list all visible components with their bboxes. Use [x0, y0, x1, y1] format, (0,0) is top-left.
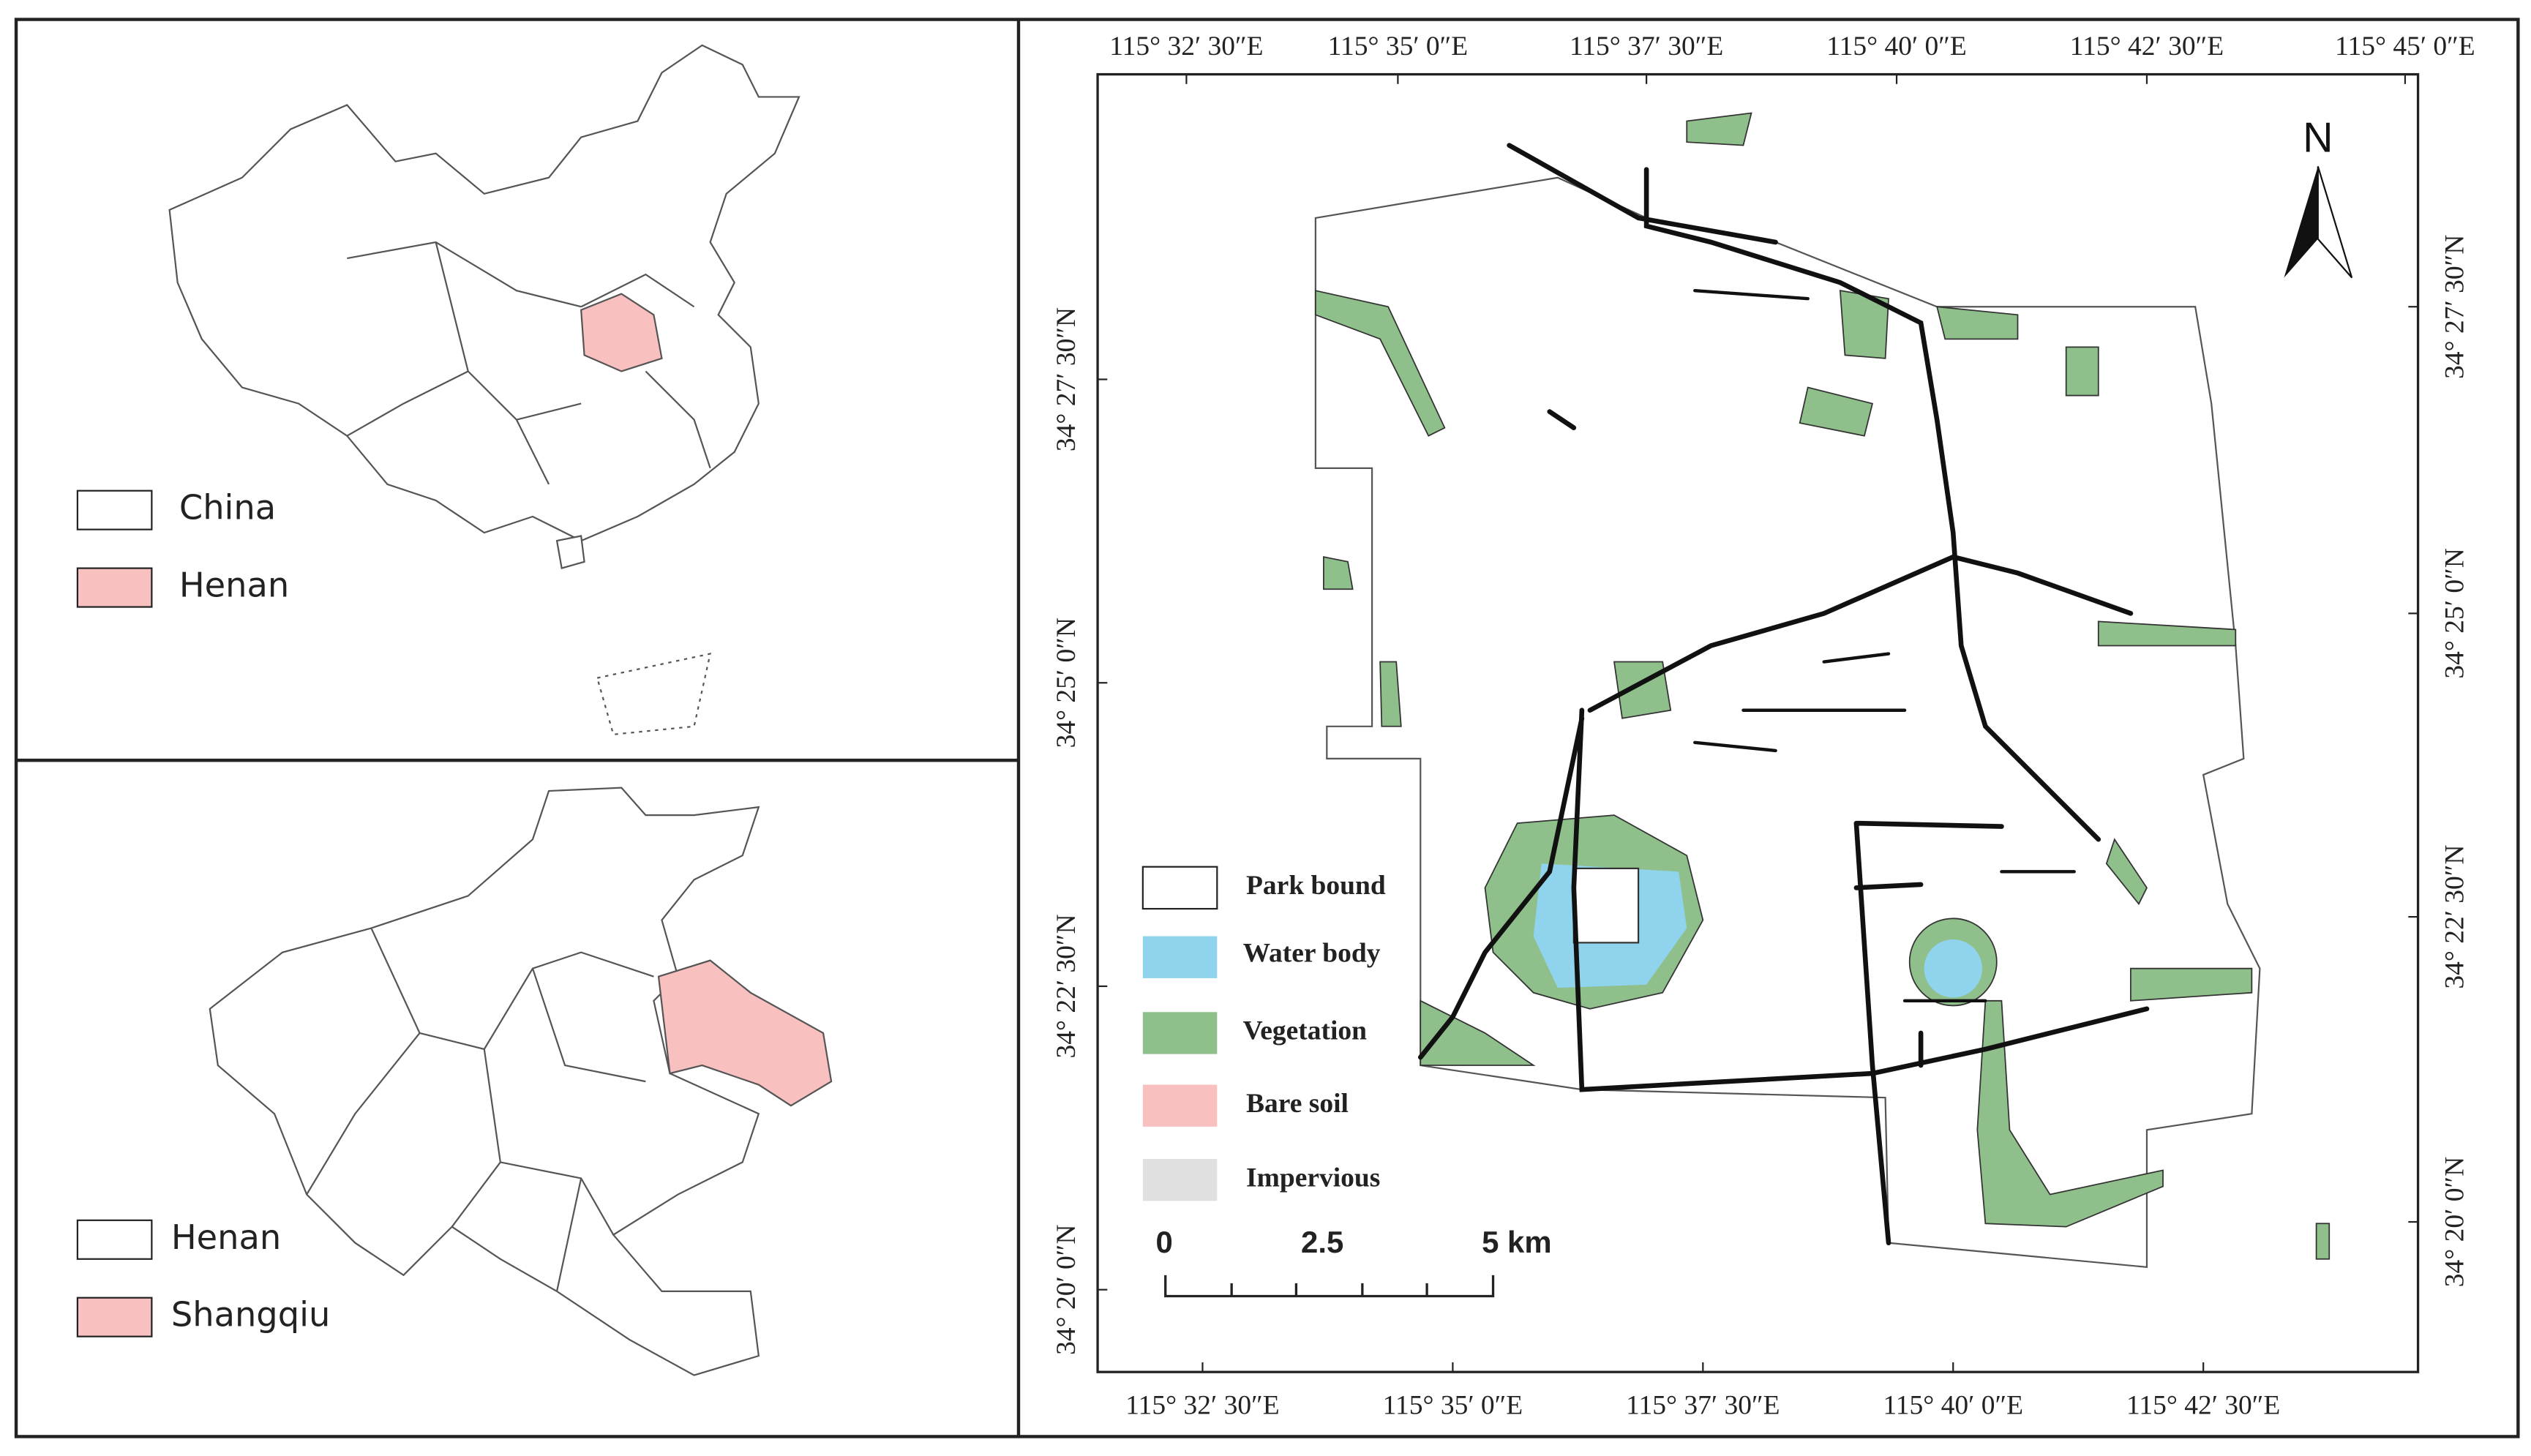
legend-swatch	[1142, 936, 1218, 978]
henan-map	[209, 787, 833, 1376]
legend-swatch	[76, 489, 153, 530]
hainan	[555, 535, 585, 570]
legend-label: Impervious	[1246, 1163, 1380, 1193]
city-lines	[306, 928, 654, 1292]
road	[1693, 288, 2076, 1003]
legend-swatch	[1142, 1012, 1218, 1054]
islands	[596, 653, 712, 736]
legend-swatch	[76, 567, 153, 608]
legend-swatch	[76, 1219, 153, 1260]
vegetation	[2315, 1223, 2331, 1260]
lat-label: 34° 20′ 0″N	[2440, 1157, 2470, 1287]
legend-label: Henan	[179, 566, 289, 605]
lon-label: 115° 32′ 30″E	[1125, 1391, 1279, 1421]
lon-label: 115° 35′ 0″E	[1328, 31, 1469, 61]
lat-label: 34° 25′ 0″N	[2440, 548, 2470, 678]
lon-label: 115° 35′ 0″E	[1383, 1391, 1523, 1421]
park-bound	[1572, 867, 1640, 944]
legend-swatch	[1141, 866, 1218, 910]
lon-label: 115° 37′ 30″E	[1626, 1391, 1780, 1421]
lon-label: 115° 42′ 30″E	[2126, 1391, 2280, 1421]
scale-label: 5 km	[1482, 1225, 1552, 1259]
legend-swatch	[1142, 1159, 1218, 1201]
scale-bar	[1164, 1275, 1495, 1298]
road	[1417, 143, 2150, 1246]
henan-highlight	[580, 293, 663, 372]
lon-label: 115° 37′ 30″E	[1570, 31, 1723, 61]
legend-label: Bare soil	[1246, 1089, 1349, 1119]
legend-label: Henan	[171, 1217, 281, 1257]
china-map	[168, 44, 800, 736]
coordinate-labels: 115° 32′ 30″E 115° 35′ 0″E 115° 37′ 30″E 11…	[1051, 31, 2475, 1420]
lon-label: 115° 45′ 0″E	[2335, 31, 2475, 61]
vegetation	[1315, 112, 2253, 1066]
legend-label: Park bound	[1246, 871, 1386, 901]
scale-label: 2.5	[1301, 1225, 1343, 1259]
legend-swatch	[1142, 1084, 1218, 1127]
lon-label: 115° 42′ 30″E	[2070, 31, 2224, 61]
outer-frame	[14, 18, 2520, 1438]
vegetation	[1976, 999, 2164, 1228]
north-arrow	[2317, 165, 2353, 279]
lat-label: 34° 20′ 0″N	[1051, 1224, 1081, 1354]
legend-label: China	[179, 488, 276, 528]
lon-label: 115° 32′ 30″E	[1109, 31, 1263, 61]
lat-label: 34° 27′ 30″N	[2440, 235, 2470, 379]
legend-label: Shangqiu	[171, 1295, 330, 1335]
lat-label: 34° 22′ 30″N	[1051, 914, 1081, 1058]
legend-swatch	[76, 1296, 153, 1337]
scale-label: 0	[1155, 1225, 1172, 1259]
water	[1924, 939, 1982, 998]
lat-label: 34° 22′ 30″N	[2440, 845, 2470, 989]
lat-label: 34° 25′ 0″N	[1051, 618, 1081, 748]
legend-label: Water body	[1243, 939, 1381, 969]
north-label: N	[2303, 114, 2333, 161]
study-area	[1314, 112, 2331, 1269]
lat-label: 34° 27′ 30″N	[1051, 307, 1081, 451]
china-outline	[168, 44, 800, 542]
shangqiu-highlight	[657, 959, 833, 1107]
lon-label: 115° 40′ 0″E	[1826, 31, 1967, 61]
lon-label: 115° 40′ 0″E	[1883, 1391, 2023, 1421]
legend-label: Vegetation	[1243, 1016, 1368, 1046]
